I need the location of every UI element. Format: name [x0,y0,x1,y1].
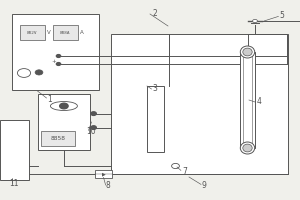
Bar [240,52,255,148]
Circle shape [172,163,179,169]
Ellipse shape [243,144,252,152]
Ellipse shape [243,48,252,56]
Circle shape [91,112,96,115]
Text: 5: 5 [280,11,284,21]
Bar [95,170,112,178]
Bar [12,14,99,90]
Text: 882V: 882V [27,30,38,34]
Text: 9: 9 [202,180,206,190]
Text: 888A: 888A [60,30,70,34]
Text: A: A [80,30,84,35]
Circle shape [35,70,43,75]
Text: 10: 10 [87,127,96,136]
Circle shape [56,63,61,65]
Text: 4: 4 [256,98,261,106]
Text: 8: 8 [106,182,110,190]
Circle shape [91,126,96,129]
Ellipse shape [240,142,255,154]
Ellipse shape [50,102,77,110]
Text: ▶: ▶ [102,171,105,176]
Bar [38,94,90,150]
Text: V: V [47,30,51,35]
Ellipse shape [240,46,255,58]
Bar [40,131,75,146]
Text: 8858: 8858 [50,136,65,141]
Text: 3: 3 [152,84,157,93]
Bar [52,25,78,40]
Bar [111,34,288,174]
Text: 2: 2 [152,8,157,18]
Text: 7: 7 [182,166,187,176]
Text: 11: 11 [9,179,18,188]
Bar [20,25,45,40]
Circle shape [56,55,61,57]
Circle shape [60,103,68,109]
Bar [0,120,28,180]
Circle shape [253,19,257,23]
Text: 1: 1 [47,95,52,104]
Bar [147,86,164,152]
Text: +: + [52,59,56,64]
Circle shape [17,69,31,77]
